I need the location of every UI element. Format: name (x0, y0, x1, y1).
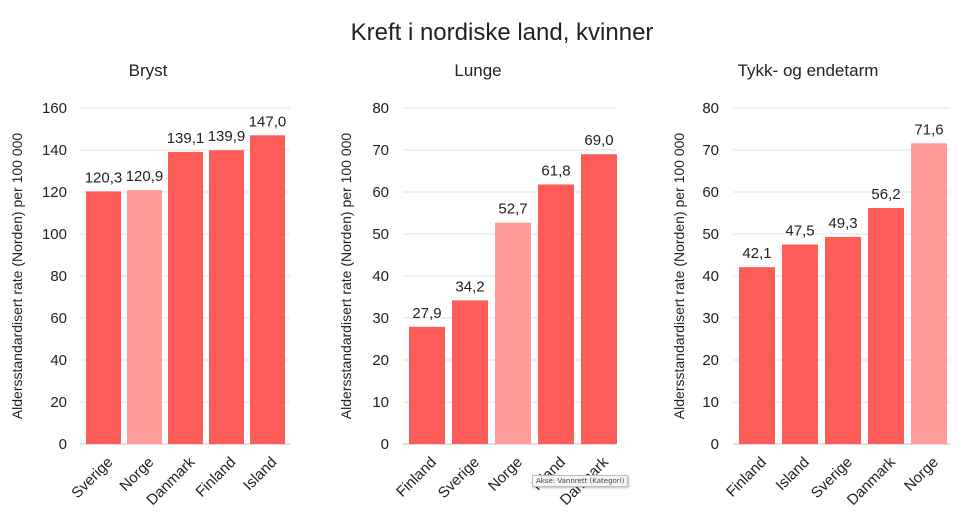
panel-title: Bryst (129, 61, 168, 80)
y-tick-label: 50 (372, 226, 389, 243)
y-tick-label: 40 (372, 268, 389, 285)
bar-finland (739, 267, 775, 444)
axis-tooltip: Akse: Vannrett (Kategori) (532, 475, 629, 487)
x-tick-label: Finland (393, 454, 440, 501)
data-label: 120,3 (85, 169, 123, 186)
x-tick-label: Danmark (844, 453, 899, 508)
x-tick-label: Finland (193, 454, 240, 501)
data-label: 49,3 (828, 215, 857, 232)
y-tick-label: 10 (702, 394, 719, 411)
bar-finland (409, 326, 445, 444)
x-tick-label: Island (240, 454, 280, 494)
y-tick-label: 20 (702, 352, 719, 369)
data-label: 69,0 (584, 132, 613, 149)
y-axis-label: Aldersstandardisert rate (Norden) per 10… (671, 133, 687, 420)
bar-island (538, 184, 574, 444)
bar-norge (911, 143, 947, 444)
data-label: 42,1 (742, 245, 771, 262)
data-label: 56,2 (871, 186, 900, 203)
y-tick-label: 140 (42, 142, 67, 159)
x-tick-label: Sverige (435, 454, 483, 502)
bar-danmark (581, 154, 617, 444)
y-tick-label: 0 (59, 436, 67, 453)
bar-island (250, 135, 285, 445)
y-tick-label: 100 (42, 226, 67, 243)
panel-title: Tykk- og endetarm (738, 61, 879, 80)
y-tick-label: 20 (50, 394, 67, 411)
main-title: Kreft i nordiske land, kvinner (351, 19, 654, 46)
bar-norge (127, 190, 162, 444)
y-tick-label: 20 (372, 352, 389, 369)
y-tick-label: 80 (50, 268, 67, 285)
bar-norge (495, 222, 531, 444)
data-label: 139,1 (167, 130, 205, 147)
y-tick-label: 60 (702, 184, 719, 201)
bar-island (782, 244, 818, 444)
x-tick-label: Norge (485, 454, 526, 495)
panel-title: Lunge (454, 61, 501, 80)
bar-sverige (452, 300, 488, 444)
y-tick-label: 40 (50, 352, 67, 369)
data-label: 47,5 (785, 223, 814, 240)
y-tick-label: 40 (702, 268, 719, 285)
y-tick-label: 80 (372, 100, 389, 117)
data-label: 52,7 (498, 201, 527, 218)
y-tick-label: 60 (372, 184, 389, 201)
data-label: 61,8 (541, 162, 570, 179)
bar-sverige (825, 236, 861, 444)
x-tick-label: Island (529, 454, 569, 494)
bar-finland (209, 150, 244, 444)
y-tick-label: 50 (702, 226, 719, 243)
x-tick-label: Island (773, 454, 813, 494)
y-tick-label: 0 (381, 436, 389, 453)
x-tick-label: Sverige (68, 454, 116, 502)
data-label: 27,9 (412, 305, 441, 322)
data-label: 139,9 (208, 128, 246, 145)
bar-sverige (86, 191, 121, 444)
y-tick-label: 60 (50, 310, 67, 327)
data-label: 120,9 (126, 168, 164, 185)
y-tick-label: 70 (372, 142, 389, 159)
y-axis-label: Aldersstandardisert rate (Norden) per 10… (338, 133, 354, 420)
x-tick-label: Finland (723, 454, 770, 501)
y-tick-label: 120 (42, 184, 67, 201)
x-tick-label: Norge (901, 454, 942, 495)
data-label: 34,2 (455, 278, 484, 295)
bar-danmark (868, 207, 904, 444)
y-tick-label: 30 (372, 310, 389, 327)
y-tick-label: 80 (702, 100, 719, 117)
y-tick-label: 10 (372, 394, 389, 411)
y-tick-label: 30 (702, 310, 719, 327)
bar-danmark (168, 151, 203, 444)
y-tick-label: 0 (711, 436, 719, 453)
data-label: 147,0 (249, 113, 287, 130)
y-tick-label: 70 (702, 142, 719, 159)
y-tick-label: 160 (42, 100, 67, 117)
data-label: 71,6 (914, 121, 943, 138)
y-axis-label: Aldersstandardisert rate (Norden) per 10… (9, 133, 25, 420)
